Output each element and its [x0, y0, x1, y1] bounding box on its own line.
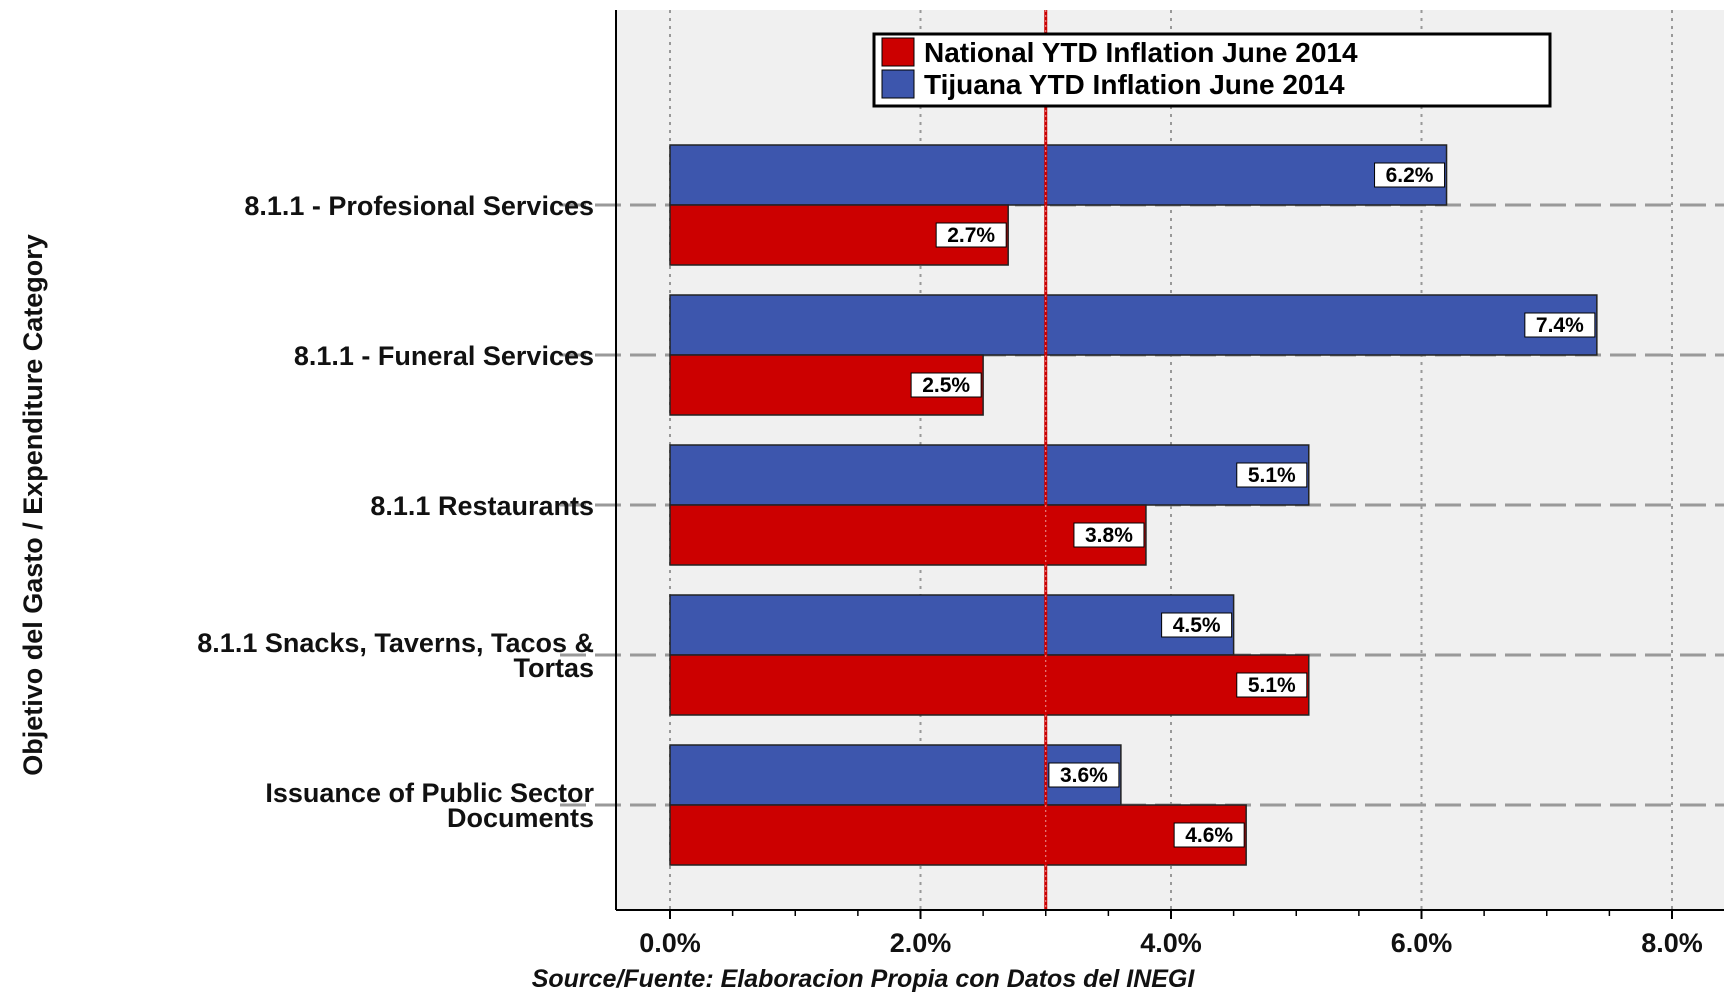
category-labels: 8.1.1 - Profesional Services 8.1.1 - Fune…: [197, 191, 594, 833]
data-label: 5.1%: [1248, 674, 1296, 697]
data-label-box: [910, 372, 982, 398]
data-label-box: [1374, 162, 1446, 188]
legend-entry: National YTD Inflation June 2014: [924, 37, 1358, 68]
category-label: 8.1.1 Restaurants: [370, 491, 594, 521]
legend-swatch: [881, 69, 915, 99]
bar: [669, 594, 1235, 656]
x-axis-label: Source/Fuente: Elaboracion Propia con Da…: [532, 965, 1196, 993]
data-label-box: [1173, 822, 1245, 848]
data-label: 2.7%: [947, 224, 995, 247]
category-label: 8.1.1 Snacks, Taverns, Tacos & Tortas: [197, 628, 594, 683]
data-label-box: [1048, 762, 1120, 788]
x-tick-label: 6.0%: [1391, 928, 1453, 958]
bar: [669, 294, 1598, 356]
legend-box: [872, 32, 1552, 108]
legend-entry: Tijuana YTD Inflation June 2014: [924, 69, 1345, 100]
bar: [669, 504, 1147, 566]
category-label: Issuance of Public Sector Documents: [265, 778, 594, 833]
data-label-box: [1236, 462, 1308, 488]
data-label-box: [1524, 312, 1596, 338]
bar: [669, 144, 1448, 206]
data-label: 7.4%: [1536, 314, 1584, 337]
legend: National YTD Inflation June 2014Tijuana …: [872, 32, 1552, 108]
data-label-box: [1236, 672, 1308, 698]
legend-swatch: [881, 37, 915, 67]
x-tick-label: 0.0%: [639, 928, 701, 958]
data-label-box: [1161, 612, 1233, 638]
category-label: 8.1.1 - Profesional Services: [244, 191, 594, 221]
data-label: 3.6%: [1060, 764, 1108, 787]
data-label: 4.5%: [1173, 614, 1221, 637]
data-label: 5.1%: [1248, 464, 1296, 487]
data-label: 4.6%: [1185, 824, 1233, 847]
y-axis-label: Objetivo del Gasto / Expenditure Categor…: [18, 234, 48, 776]
ticks-layer: 0.0% 2.0% 4.0% 6.0% 8.0%: [639, 910, 1703, 958]
data-label: 3.8%: [1085, 524, 1133, 547]
bar: [669, 804, 1247, 866]
bar: [669, 654, 1310, 716]
bar: [669, 444, 1310, 506]
data-label-box: [1073, 522, 1145, 548]
data-label: 2.5%: [922, 374, 970, 397]
category-label: 8.1.1 - Funeral Services: [294, 341, 594, 371]
x-tick-label: 2.0%: [890, 928, 952, 958]
data-label: 6.2%: [1386, 164, 1434, 187]
bars-layer: [669, 144, 1598, 866]
x-tick-label: 8.0%: [1641, 928, 1703, 958]
x-tick-label: 4.0%: [1140, 928, 1202, 958]
data-labels: 6.2% 7.4% 5.1% 4.5% 3.6% 2.7% 2.5% 3.8% 5.1% 4.6%: [910, 162, 1596, 848]
data-label-box: [935, 222, 1007, 248]
